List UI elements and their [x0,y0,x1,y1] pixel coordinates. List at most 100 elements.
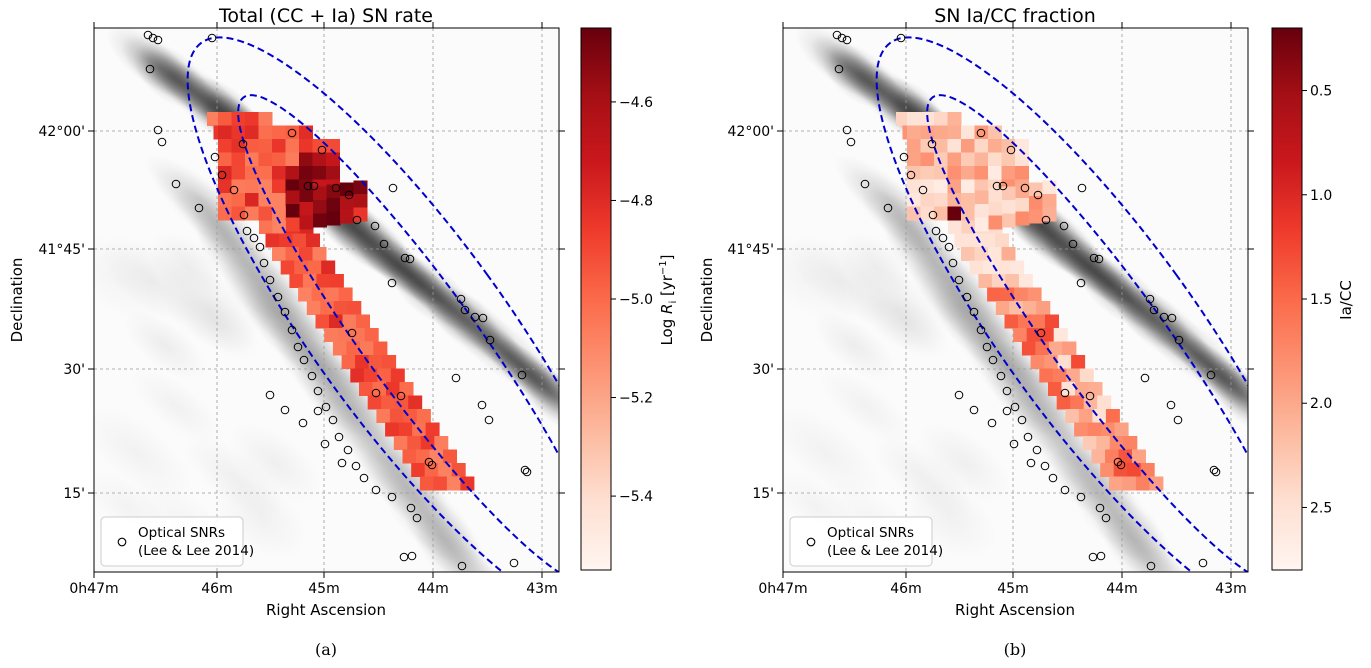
snr-marker [1040,461,1050,471]
heatmap-cell [1045,314,1059,329]
heatmap-cell [333,301,348,315]
panel-a-colorbar-scale [580,27,612,571]
heatmap-cell [1042,194,1057,208]
y-tick-label: 41°45' [39,242,85,258]
heatmap-cell [416,409,431,423]
colorbar-tick-label: −5.0 [619,292,653,308]
heatmap-cell [231,152,246,167]
heatmap-cell [920,125,935,140]
heatmap-cell [1082,436,1097,450]
panel-a-heatmap [207,112,475,491]
heatmap-cell [231,193,246,207]
heatmap-cell [1048,341,1063,356]
heatmap-cell [969,260,984,275]
heatmap-cell [280,260,295,275]
panel-a-frame [93,27,560,573]
heatmap-cell [443,449,457,464]
heatmap-cell [1002,213,1016,228]
galaxy-emission-blob [227,422,323,504]
heatmap-cell [934,139,948,153]
panel-a-legend-box [100,516,244,567]
heatmap-cell [272,179,286,194]
panel-b-colorbar-scale [1271,27,1303,571]
snr-marker [1041,215,1051,225]
heatmap-cell [272,125,286,140]
heatmap-cell [947,206,962,221]
heatmap-cell [1074,422,1089,437]
heatmap-cell [285,152,300,167]
heatmap-cell [1079,368,1094,383]
heatmap-cell [298,287,313,302]
snr-marker [239,210,249,220]
snr-marker [896,33,906,43]
snr-marker [1026,458,1036,468]
snr-marker [352,215,362,225]
snr-marker [359,473,369,483]
heatmap-cell [907,112,921,126]
heatmap-cell [272,139,286,153]
galaxy-emission-blob [1211,367,1248,432]
snr-marker [388,183,398,193]
heatmap-cell [1078,409,1093,423]
snr-marker [456,294,466,304]
heatmap-cell [245,166,259,180]
snr-marker [370,221,380,231]
snr-marker [344,190,354,200]
heatmap-cell [272,193,286,207]
snr-marker [451,373,461,383]
heatmap-cell [386,382,400,396]
snr-marker [1159,312,1169,322]
heatmap-cell [460,476,475,491]
snr-marker [883,203,893,213]
heatmap-cell [340,196,354,210]
panel-b-caption: (b) [1004,640,1027,659]
inner-boundary-ellipse [926,94,1248,572]
heatmap-cell [377,368,392,383]
heatmap-cell [338,287,353,302]
snr-marker [303,181,313,191]
heatmap-cell [974,166,989,180]
heatmap-cell [1002,186,1016,201]
snr-marker [1002,406,1012,416]
colorbar-tick-label: −4.8 [619,193,653,209]
outer-boundary-ellipse [186,36,559,572]
snr-marker [1094,254,1104,264]
heatmap-cell [429,449,444,464]
heatmap-cell [975,217,989,232]
snr-marker [427,460,437,470]
x-tick-label: 46m [890,581,921,597]
snr-marker [1060,485,1070,495]
heatmap-cell [1015,152,1029,167]
heatmap-cell [1021,341,1036,356]
snr-marker [837,33,847,43]
heatmap-cell [299,188,314,203]
snr-marker [938,233,948,243]
heatmap-cell [434,436,449,450]
heatmap-cell [896,112,910,126]
snr-marker [485,335,495,345]
heatmap-cell [961,206,975,221]
heatmap-cell [245,112,259,126]
heatmap-cell [974,125,989,140]
heatmap-cell [947,166,962,180]
snr-marker [280,307,290,317]
heatmap-cell [1010,260,1025,275]
snr-marker [517,370,527,380]
heatmap-cell [389,409,404,423]
heatmap-cell [420,436,435,450]
heatmap-cell [974,152,989,167]
snr-marker [860,179,870,189]
snr-marker [1059,221,1069,231]
panel-a-legend-line1: Optical SNRs [138,525,225,541]
heatmap-cell [272,152,286,167]
snr-marker [424,457,434,467]
snr-marker [337,458,347,468]
heatmap-cell [988,215,1003,230]
galaxy-emission-blob [100,235,204,325]
snr-marker [1006,145,1016,155]
heatmap-cell [356,314,370,329]
snr-marker [899,152,909,162]
x-tick-label: 45m [308,581,339,597]
snr-marker [321,402,331,412]
snr-marker [992,181,1002,191]
